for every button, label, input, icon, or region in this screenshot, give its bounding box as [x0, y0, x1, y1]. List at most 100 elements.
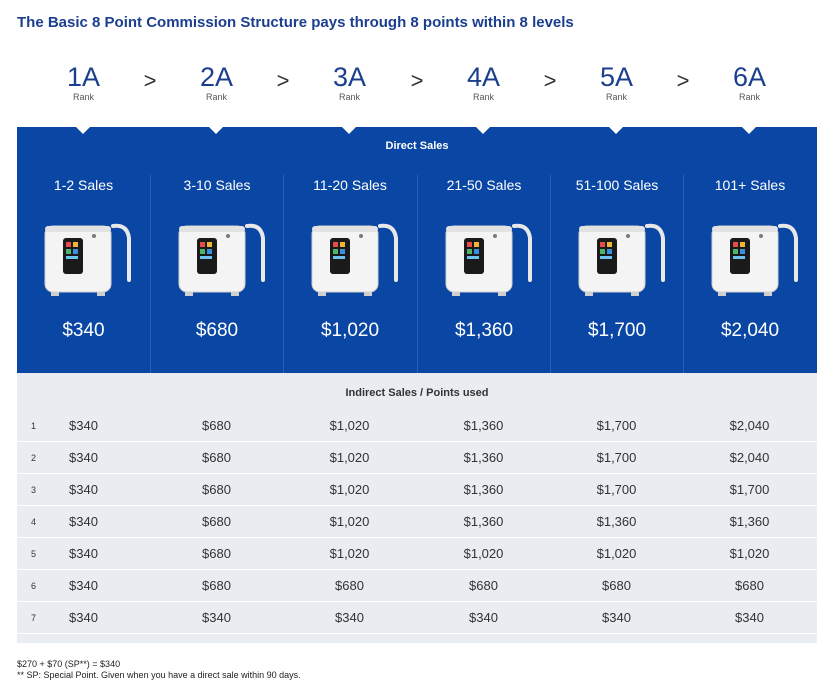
chevron-right-icon: > [410, 68, 424, 93]
commission-amount: $680 [195, 320, 239, 341]
commission-amount: $1,700 [587, 320, 647, 341]
rank-2a: 2A Rank [150, 62, 283, 102]
sales-range: 11-20 Sales [313, 177, 387, 193]
chevron-right-icon: > [676, 68, 690, 93]
commission-cell: $1,020 [463, 546, 504, 561]
commission-cell: $340 [202, 610, 231, 625]
water-ionizer-icon [173, 216, 267, 298]
commission-cell: $1,020 [596, 546, 637, 561]
rank-code: 5A [599, 62, 634, 92]
commission-cell: $1,020 [329, 482, 370, 497]
direct-sales-column: 11-20 Sales $1,020 [283, 175, 416, 373]
rank-label: Rank [472, 92, 494, 102]
level-number: 1 [31, 421, 37, 431]
rank-6a: 6A Rank [683, 62, 816, 102]
commission-cell: $680 [202, 578, 231, 593]
rank-label: Rank [72, 92, 94, 102]
commission-cell: $340 [69, 418, 98, 433]
table-row: 2 $340 $680 $1,020 $1,360 $1,700 $2,040 [17, 442, 817, 474]
commission-cell: $1,360 [463, 514, 504, 529]
commission-cell: $1,020 [329, 546, 370, 561]
water-ionizer-icon [573, 216, 667, 298]
rank-code: 4A [466, 62, 501, 92]
indirect-sales-table: Indirect Sales / Points used 1 $340 $680 $1… [17, 373, 817, 643]
commission-cell: $1,700 [729, 482, 770, 497]
indirect-sales-heading: Indirect Sales / Points used [345, 387, 489, 399]
pointer-icon [475, 126, 491, 134]
commission-cell: $1,700 [596, 418, 637, 433]
commission-amount: $1,020 [320, 320, 380, 341]
pointer-icon [608, 126, 624, 134]
commission-cell: $680 [469, 578, 498, 593]
commission-cell: $1,020 [729, 546, 770, 561]
commission-amount: $1,360 [454, 320, 514, 341]
rank-code: 6A [732, 62, 767, 92]
commission-cell: $1,360 [463, 418, 504, 433]
rank-label: Rank [205, 92, 227, 102]
rank-label: Rank [605, 92, 627, 102]
water-ionizer-icon [39, 216, 133, 298]
direct-sales-column: 1-2 Sales $340 [17, 175, 150, 373]
table-row: 5 $340 $680 $1,020 $1,020 $1,020 $1,020 [17, 538, 817, 570]
commission-cell: $680 [202, 546, 231, 561]
table-row: 7 $340 $340 $340 $340 $340 $340 [17, 602, 817, 634]
rank-code: 1A [66, 62, 101, 92]
direct-sales-column: 51-100 Sales $1,700 [550, 175, 683, 373]
rank-1a: 1A Rank [17, 62, 150, 102]
sales-range: 21-50 Sales [446, 177, 522, 193]
commission-cell: $680 [602, 578, 631, 593]
sales-range: 101+ Sales [714, 177, 786, 193]
commission-cell: $1,360 [729, 514, 770, 529]
chevron-right-icon: > [276, 68, 290, 93]
rank-progression: 1A Rank > 2A Rank > 3A Rank > 4A Rank > … [17, 62, 817, 110]
rank-4a: 4A Rank [417, 62, 550, 102]
sales-range: 3-10 Sales [183, 177, 251, 193]
commission-cell: $340 [735, 610, 764, 625]
pointer-icon [208, 126, 224, 134]
sales-range: 1-2 Sales [53, 177, 114, 193]
water-ionizer-icon [706, 216, 800, 298]
table-row: 1 $340 $680 $1,020 $1,360 $1,700 $2,040 [17, 410, 817, 442]
footnotes: $270 + $70 (SP**) = $340 ** SP: Special … [17, 659, 301, 681]
commission-cell: $340 [69, 482, 98, 497]
commission-cell: $680 [202, 450, 231, 465]
commission-cell: $1,360 [596, 514, 637, 529]
rank-label: Rank [738, 92, 760, 102]
commission-cell: $340 [69, 578, 98, 593]
commission-cell: $680 [202, 514, 231, 529]
footnote-sp-definition: ** SP: Special Point. Given when you hav… [17, 670, 301, 680]
pointer-icon [341, 126, 357, 134]
pointer-icon [741, 126, 757, 134]
level-number: 6 [31, 581, 37, 591]
pointer-icon [75, 126, 91, 134]
commission-cell: $1,700 [596, 482, 637, 497]
table-row: 3 $340 $680 $1,020 $1,360 $1,700 $1,700 [17, 474, 817, 506]
level-number: 3 [31, 485, 37, 495]
commission-cell: $1,020 [329, 418, 370, 433]
chevron-right-icon: > [543, 68, 557, 93]
direct-sales-panel: Direct Sales 1-2 Sales $340 3-10 Sales $… [17, 126, 817, 373]
commission-cell: $680 [335, 578, 364, 593]
level-number: 7 [31, 613, 37, 623]
commission-cell: $340 [69, 514, 98, 529]
level-number: 2 [31, 453, 37, 463]
rank-label: Rank [338, 92, 360, 102]
table-row: 6 $340 $680 $680 $680 $680 $680 [17, 570, 817, 602]
commission-cell: $340 [335, 610, 364, 625]
rank-3a: 3A Rank [283, 62, 416, 102]
water-ionizer-icon [440, 216, 534, 298]
commission-cell: $1,700 [596, 450, 637, 465]
direct-sales-column: 21-50 Sales $1,360 [417, 175, 550, 373]
commission-amount: $2,040 [720, 320, 780, 341]
chevron-right-icon: > [143, 68, 157, 93]
commission-cell: $340 [602, 610, 631, 625]
commission-cell: $1,360 [463, 450, 504, 465]
rank-code: 3A [332, 62, 367, 92]
commission-cell: $2,040 [729, 450, 770, 465]
commission-cell: $1,020 [329, 450, 370, 465]
commission-cell: $680 [735, 578, 764, 593]
water-ionizer-icon [306, 216, 400, 298]
commission-cell: $2,040 [729, 418, 770, 433]
rank-5a: 5A Rank [550, 62, 683, 102]
commission-cell: $1,360 [463, 482, 504, 497]
